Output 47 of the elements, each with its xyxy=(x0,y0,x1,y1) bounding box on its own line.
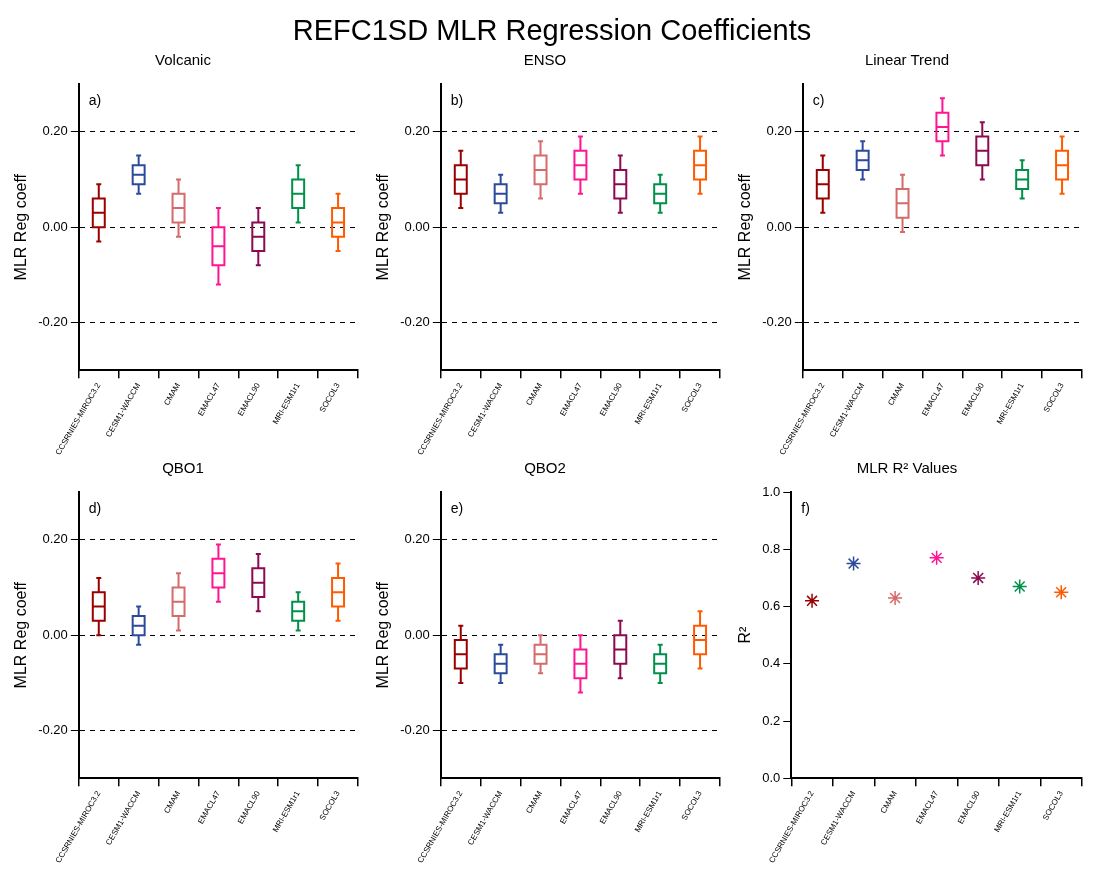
annotation: c) xyxy=(812,91,825,108)
point xyxy=(887,590,903,606)
y-tick-label: 0.00 xyxy=(766,218,792,234)
y-tick-label: -0.20 xyxy=(762,314,792,330)
y-tick-label: 0.2 xyxy=(762,712,781,728)
point xyxy=(845,555,862,572)
chart-title: QBO2 xyxy=(524,459,566,477)
annotation: b) xyxy=(450,91,464,108)
y-tick-label: 0.20 xyxy=(42,123,68,139)
y-axis-title: MLR Reg coeff xyxy=(12,581,30,689)
point xyxy=(1053,584,1069,600)
annotation: a) xyxy=(88,91,102,108)
y-tick-label: 0.00 xyxy=(42,626,68,642)
point xyxy=(970,570,986,586)
point xyxy=(1011,578,1028,595)
y-axis-title: R² xyxy=(736,626,754,644)
y-tick-label: -0.20 xyxy=(38,722,68,738)
y-tick-label: 0.00 xyxy=(404,626,430,642)
annotation: f) xyxy=(801,499,810,516)
chart-title: MLR R² Values xyxy=(856,459,958,477)
y-tick-label: 0.20 xyxy=(766,123,792,139)
point xyxy=(804,593,820,609)
point xyxy=(928,550,945,566)
y-tick-label: -0.20 xyxy=(400,314,430,330)
y-tick-label: 0.20 xyxy=(404,123,430,139)
y-axis-title: MLR Reg coeff xyxy=(374,581,392,689)
y-tick-label: 0.00 xyxy=(404,218,430,234)
y-axis-title: MLR Reg coeff xyxy=(12,173,30,281)
y-tick-label: 0.6 xyxy=(762,598,781,614)
chart-title: Linear Trend xyxy=(864,51,950,69)
y-tick-label: 0.20 xyxy=(42,531,68,547)
y-axis-title: MLR Reg coeff xyxy=(374,173,392,281)
text: REFC1SD MLR Regression Coefficients xyxy=(291,13,813,48)
chart-title: ENSO xyxy=(523,51,567,69)
annotation: e) xyxy=(450,499,464,516)
y-axis-title: MLR Reg coeff xyxy=(736,173,754,281)
y-tick-label: -0.20 xyxy=(400,722,430,738)
y-tick-label: 0.20 xyxy=(404,531,430,547)
chart-title: Volcanic xyxy=(155,51,212,69)
y-tick-label: 0.0 xyxy=(762,769,781,785)
y-tick-label: 1.0 xyxy=(762,483,781,499)
y-tick-label: -0.20 xyxy=(38,314,68,330)
y-tick-label: 0.4 xyxy=(762,655,781,671)
chart-title: QBO1 xyxy=(162,459,204,477)
y-tick-label: 0.00 xyxy=(42,218,68,234)
annotation: d) xyxy=(88,499,102,516)
y-tick-label: 0.8 xyxy=(762,540,781,556)
